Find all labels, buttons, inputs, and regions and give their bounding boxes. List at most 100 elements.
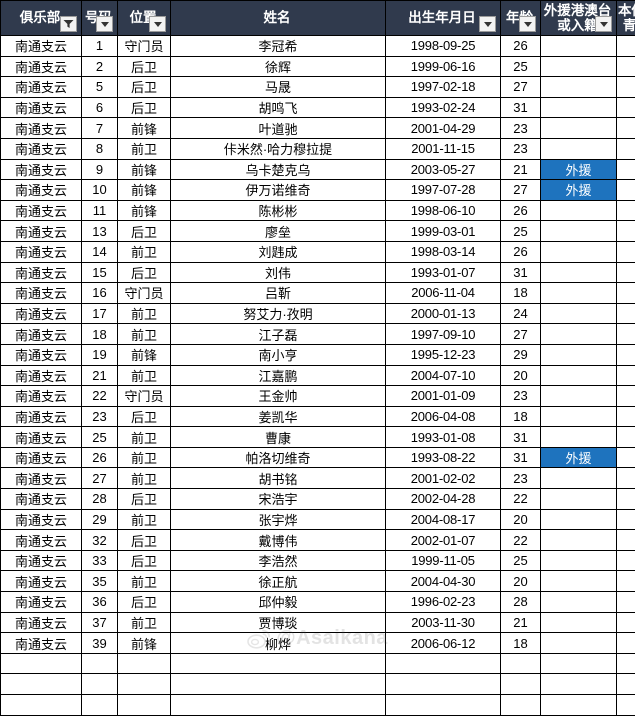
table-cell-youth-academy[interactable] [617, 365, 635, 386]
table-cell-position[interactable]: 前锋 [118, 200, 171, 221]
table-cell-position[interactable]: 前锋 [118, 159, 171, 180]
table-cell-number[interactable]: 35 [82, 571, 118, 592]
table-cell-youth-academy[interactable] [617, 447, 635, 468]
table-cell-club[interactable]: 南通支云 [1, 592, 82, 613]
table-cell-foreign-status[interactable] [541, 324, 617, 345]
table-cell-position[interactable]: 前卫 [118, 365, 171, 386]
table-cell-dob[interactable]: 1993-08-22 [386, 447, 501, 468]
table-cell-position[interactable]: 前卫 [118, 427, 171, 448]
table-cell-dob[interactable]: 2006-04-08 [386, 406, 501, 427]
table-cell-club[interactable]: 南通支云 [1, 56, 82, 77]
table-cell-club-empty[interactable] [1, 674, 82, 695]
table-cell-dob[interactable]: 2003-05-27 [386, 159, 501, 180]
table-cell-foreign-status-empty[interactable] [541, 653, 617, 674]
table-cell-age[interactable]: 18 [501, 283, 541, 304]
table-cell-club[interactable]: 南通支云 [1, 612, 82, 633]
table-cell-age[interactable]: 27 [501, 324, 541, 345]
table-cell-club[interactable]: 南通支云 [1, 180, 82, 201]
table-cell-position[interactable]: 后卫 [118, 262, 171, 283]
table-cell-name[interactable]: 廖垒 [171, 221, 386, 242]
table-cell-foreign-status[interactable]: 外援 [541, 159, 617, 180]
table-cell-name[interactable]: 努艾力·孜明 [171, 303, 386, 324]
table-cell-number[interactable]: 14 [82, 241, 118, 262]
table-cell-position[interactable]: 前卫 [118, 138, 171, 159]
table-cell-age[interactable]: 25 [501, 221, 541, 242]
table-cell-number[interactable]: 2 [82, 56, 118, 77]
table-cell-youth-academy[interactable] [617, 303, 635, 324]
table-cell-age[interactable]: 20 [501, 571, 541, 592]
table-cell-position[interactable]: 后卫 [118, 406, 171, 427]
table-cell-foreign-status[interactable] [541, 283, 617, 304]
table-cell-youth-academy[interactable] [617, 468, 635, 489]
table-cell-dob[interactable]: 2001-11-15 [386, 138, 501, 159]
table-cell-club[interactable]: 南通支云 [1, 118, 82, 139]
table-cell-club[interactable]: 南通支云 [1, 427, 82, 448]
table-cell-club[interactable]: 南通支云 [1, 138, 82, 159]
table-cell-name[interactable]: 江子磊 [171, 324, 386, 345]
table-cell-foreign-status[interactable] [541, 221, 617, 242]
table-cell-club-empty[interactable] [1, 695, 82, 716]
table-cell-age-empty[interactable] [501, 674, 541, 695]
table-cell-dob[interactable]: 2006-06-12 [386, 633, 501, 654]
table-cell-name[interactable]: 戴博伟 [171, 530, 386, 551]
chevron-down-icon[interactable] [96, 16, 113, 32]
table-cell-age[interactable]: 23 [501, 386, 541, 407]
table-cell-age[interactable]: 23 [501, 118, 541, 139]
table-cell-number[interactable]: 10 [82, 180, 118, 201]
table-cell-age[interactable]: 26 [501, 36, 541, 57]
table-cell-foreign-status[interactable] [541, 138, 617, 159]
table-cell-youth-academy[interactable] [617, 138, 635, 159]
table-cell-position-empty[interactable] [118, 695, 171, 716]
table-cell-age-empty[interactable] [501, 695, 541, 716]
table-cell-number[interactable]: 21 [82, 365, 118, 386]
table-cell-age[interactable]: 31 [501, 97, 541, 118]
table-cell-number[interactable]: 29 [82, 509, 118, 530]
table-cell-number[interactable]: 25 [82, 427, 118, 448]
table-cell-club[interactable]: 南通支云 [1, 509, 82, 530]
table-cell-position[interactable]: 前卫 [118, 447, 171, 468]
table-cell-dob[interactable]: 2006-11-04 [386, 283, 501, 304]
table-cell-foreign-status-empty[interactable] [541, 695, 617, 716]
table-cell-position[interactable]: 前卫 [118, 303, 171, 324]
table-cell-youth-academy[interactable] [617, 550, 635, 571]
table-cell-name[interactable]: 刘韪成 [171, 241, 386, 262]
column-header-dob[interactable]: 出生年月日 [386, 1, 501, 36]
table-cell-foreign-status[interactable] [541, 97, 617, 118]
table-cell-name-empty[interactable] [171, 653, 386, 674]
table-cell-number[interactable]: 13 [82, 221, 118, 242]
table-cell-dob[interactable]: 2001-01-09 [386, 386, 501, 407]
table-cell-club[interactable]: 南通支云 [1, 447, 82, 468]
table-cell-foreign-status[interactable] [541, 262, 617, 283]
table-cell-age[interactable]: 18 [501, 633, 541, 654]
table-cell-club[interactable]: 南通支云 [1, 489, 82, 510]
table-cell-name[interactable]: 吕靳 [171, 283, 386, 304]
table-cell-foreign-status[interactable] [541, 489, 617, 510]
table-cell-foreign-status[interactable]: 外援 [541, 447, 617, 468]
table-cell-youth-academy[interactable] [617, 530, 635, 551]
table-cell-age[interactable]: 31 [501, 427, 541, 448]
table-cell-dob[interactable]: 1996-02-23 [386, 592, 501, 613]
table-cell-club[interactable]: 南通支云 [1, 468, 82, 489]
table-cell-number[interactable]: 19 [82, 344, 118, 365]
table-cell-foreign-status[interactable] [541, 56, 617, 77]
table-cell-club[interactable]: 南通支云 [1, 241, 82, 262]
table-cell-youth-academy[interactable] [617, 571, 635, 592]
table-cell-name[interactable]: 乌卡楚克乌 [171, 159, 386, 180]
table-cell-club[interactable]: 南通支云 [1, 97, 82, 118]
table-cell-dob[interactable]: 2002-01-07 [386, 530, 501, 551]
table-cell-position-empty[interactable] [118, 653, 171, 674]
table-cell-club[interactable]: 南通支云 [1, 262, 82, 283]
table-cell-number[interactable]: 26 [82, 447, 118, 468]
table-cell-position[interactable]: 前卫 [118, 324, 171, 345]
table-cell-club[interactable]: 南通支云 [1, 200, 82, 221]
table-cell-name[interactable]: 胡鸣飞 [171, 97, 386, 118]
